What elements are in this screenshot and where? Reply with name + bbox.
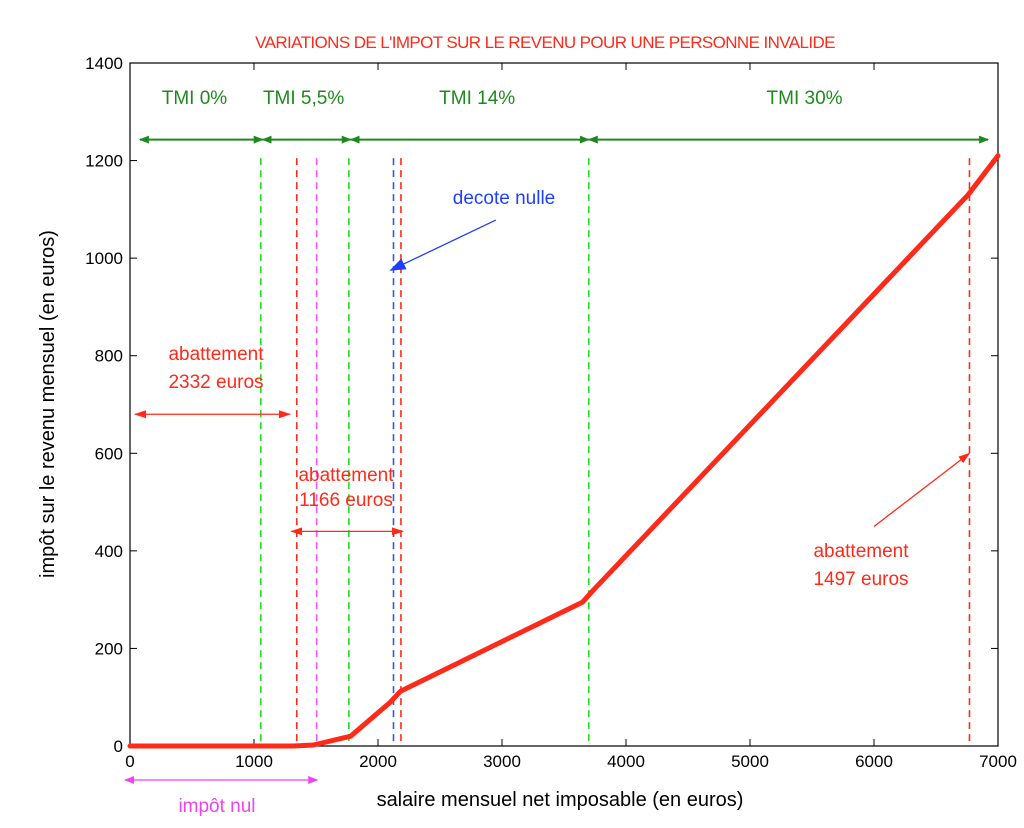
impot-nul-label: impôt nul xyxy=(178,796,255,817)
tmi-label: TMI 5,5% xyxy=(263,88,344,109)
y-tick-label: 200 xyxy=(95,639,123,658)
abattement-1166-line2: 1166 euros xyxy=(299,490,393,511)
tax-curve xyxy=(127,153,1001,749)
y-tick-label: 1400 xyxy=(85,54,123,73)
x-axis-label: salaire mensuel net imposable (en euros) xyxy=(377,789,744,811)
abattement-1497-line2: 1497 euros xyxy=(813,569,908,590)
tmi-label: TMI 0% xyxy=(162,88,228,109)
x-tick-label: 3000 xyxy=(483,752,521,771)
axis-ticks: 0 1000 2000 3000 4000 5000 6000 7000 0 200 400 600 8… xyxy=(85,54,1017,771)
x-tick-label: 2000 xyxy=(359,752,397,771)
plot-area xyxy=(129,62,999,747)
x-tick-label: 5000 xyxy=(731,752,769,771)
y-tick-label: 0 xyxy=(114,737,123,756)
x-tick-label: 6000 xyxy=(855,752,893,771)
x-tick-label: 7000 xyxy=(979,752,1017,771)
tmi-label: TMI 14% xyxy=(439,88,515,109)
reference-lines xyxy=(260,158,971,746)
abattement-1497-arrow xyxy=(873,452,971,527)
chart-title: VARIATIONS DE L'IMPOT SUR LE REVENU POUR… xyxy=(255,33,835,52)
y-axis-label: impôt sur le revenu mensuel (en euros) xyxy=(37,230,59,578)
decote-label: decote nulle xyxy=(453,188,555,209)
x-tick-label: 0 xyxy=(125,752,134,771)
abattement-1497-line1: abattement xyxy=(813,541,909,562)
tmi-label: TMI 30% xyxy=(767,88,843,109)
y-tick-label: 1000 xyxy=(85,249,123,268)
tmi-bands: TMI 0% TMI 5,5% TMI 14% TMI 30% xyxy=(138,88,990,144)
y-tick-label: 800 xyxy=(95,347,123,366)
x-tick-label: 1000 xyxy=(235,752,273,771)
y-tick-label: 1200 xyxy=(85,152,123,171)
y-tick-label: 400 xyxy=(95,542,123,561)
abattement-2332-line2: 2332 euros xyxy=(168,372,263,393)
y-tick-label: 600 xyxy=(95,444,123,463)
decote-arrow xyxy=(389,219,497,271)
x-tick-label: 4000 xyxy=(607,752,645,771)
abattement-2332-line1: abattement xyxy=(168,344,264,365)
abattement-1166-line1: abattement xyxy=(298,465,394,486)
